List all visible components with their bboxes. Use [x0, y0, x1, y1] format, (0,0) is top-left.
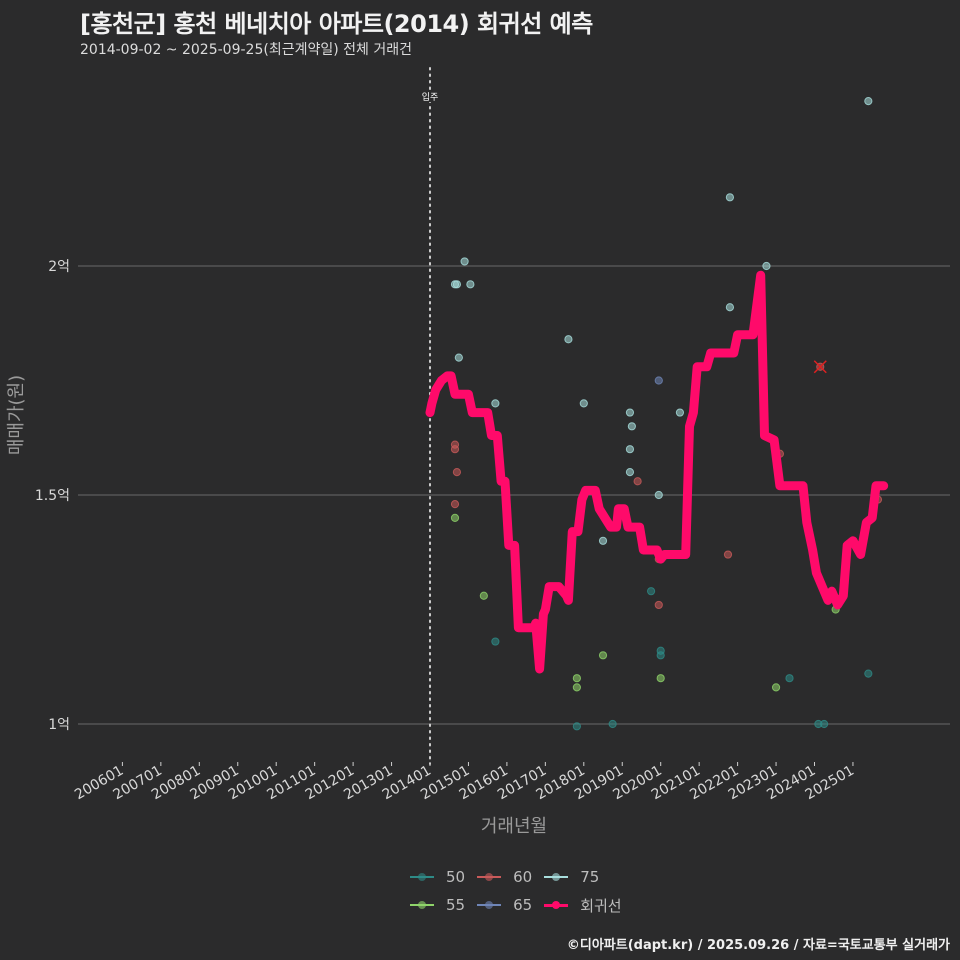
transaction-point-55 [598, 651, 608, 660]
gridlines [78, 265, 950, 725]
move-in-label: 입주 [422, 91, 439, 103]
legend-label: 60 [513, 868, 533, 886]
transaction-point-75 [460, 257, 469, 266]
legend-item-55: 55 [410, 894, 465, 916]
legend-item-reg: 회귀선 [544, 894, 622, 916]
transaction-point-60 [654, 600, 663, 610]
legend-item-60: 60 [477, 866, 532, 888]
transaction-point-75 [762, 261, 771, 271]
legend-label: 55 [446, 896, 466, 914]
y-tick-label: 2억 [48, 259, 70, 275]
legend-swatch-icon [410, 866, 434, 888]
legend-item-65: 65 [477, 894, 532, 916]
y-tick-label: 1.5억 [35, 488, 70, 504]
transaction-point-60 [633, 477, 642, 486]
transaction-point-55 [479, 591, 488, 600]
legend: 50 60 75 55 65 회귀선 [410, 866, 622, 916]
transaction-point-55 [572, 683, 581, 692]
transaction-point-55 [450, 513, 460, 523]
transaction-point-60 [452, 468, 462, 477]
annotation-bg [421, 90, 439, 102]
legend-swatch-icon [544, 894, 569, 916]
transaction-point-75 [466, 280, 475, 289]
transaction-point-60 [450, 445, 460, 454]
regression-path [425, 270, 889, 674]
transaction-point-75 [579, 399, 588, 408]
transaction-point-75 [675, 408, 685, 417]
transaction-point-75 [725, 193, 735, 202]
legend-label: 75 [580, 868, 600, 886]
transaction-point-75 [452, 280, 462, 289]
transaction-point-50 [608, 719, 617, 729]
transaction-point-75 [864, 97, 873, 106]
transaction-point-65 [654, 376, 663, 385]
transaction-point-75 [654, 490, 663, 500]
legend-item-50: 50 [410, 866, 465, 888]
legend-label: 65 [513, 896, 533, 914]
source-caption: ©디아파트(dapt.kr) / 2025.09.26 / 자료=국토교통부 실… [566, 938, 950, 953]
transaction-point-50 [646, 587, 656, 596]
transaction-point-50 [820, 719, 829, 729]
transaction-point-50 [572, 722, 581, 731]
transaction-point-55 [572, 674, 581, 683]
transaction-point-60 [450, 500, 460, 509]
legend-item-75: 75 [544, 866, 621, 888]
transaction-point-75 [454, 353, 463, 362]
transaction-point-75 [598, 536, 608, 545]
y-axis-label: 매매가(원) [6, 375, 27, 455]
transaction-point-50 [656, 651, 665, 660]
x-mark-icon [813, 360, 827, 374]
legend-swatch-icon [477, 866, 502, 888]
transaction-point-50 [491, 637, 500, 646]
transaction-point-75 [725, 303, 735, 312]
legend-label: 50 [446, 868, 466, 886]
transaction-point-75 [564, 335, 573, 344]
outlier-marker [813, 360, 827, 374]
transaction-point-75 [625, 468, 635, 477]
transaction-point-60 [723, 550, 733, 559]
regression-line [425, 270, 889, 674]
transaction-point-75 [627, 422, 636, 431]
transaction-point-50 [864, 669, 873, 678]
chart-title: [홍천군] 홍천 베네치아 아파트(2014) 회귀선 예측 [80, 10, 593, 38]
legend-swatch-icon [544, 866, 569, 888]
move-in-annotation: 입주 [421, 67, 439, 765]
transaction-point-55 [656, 674, 665, 683]
legend-label: 회귀선 [580, 896, 622, 915]
transaction-point-55 [771, 683, 781, 692]
y-tick-label: 1억 [48, 717, 70, 733]
transaction-point-50 [785, 674, 794, 683]
chart-subtitle: 2014-09-02 ~ 2025-09-25(최근계약일) 전체 거래건 [80, 42, 412, 58]
transaction-point-75 [625, 445, 635, 454]
transaction-point-75 [625, 408, 635, 417]
legend-swatch-icon [410, 894, 434, 916]
x-axis-label: 거래년월 [481, 816, 547, 837]
transaction-point-75 [491, 399, 500, 408]
transaction-points [450, 97, 883, 731]
legend-swatch-icon [477, 894, 502, 916]
